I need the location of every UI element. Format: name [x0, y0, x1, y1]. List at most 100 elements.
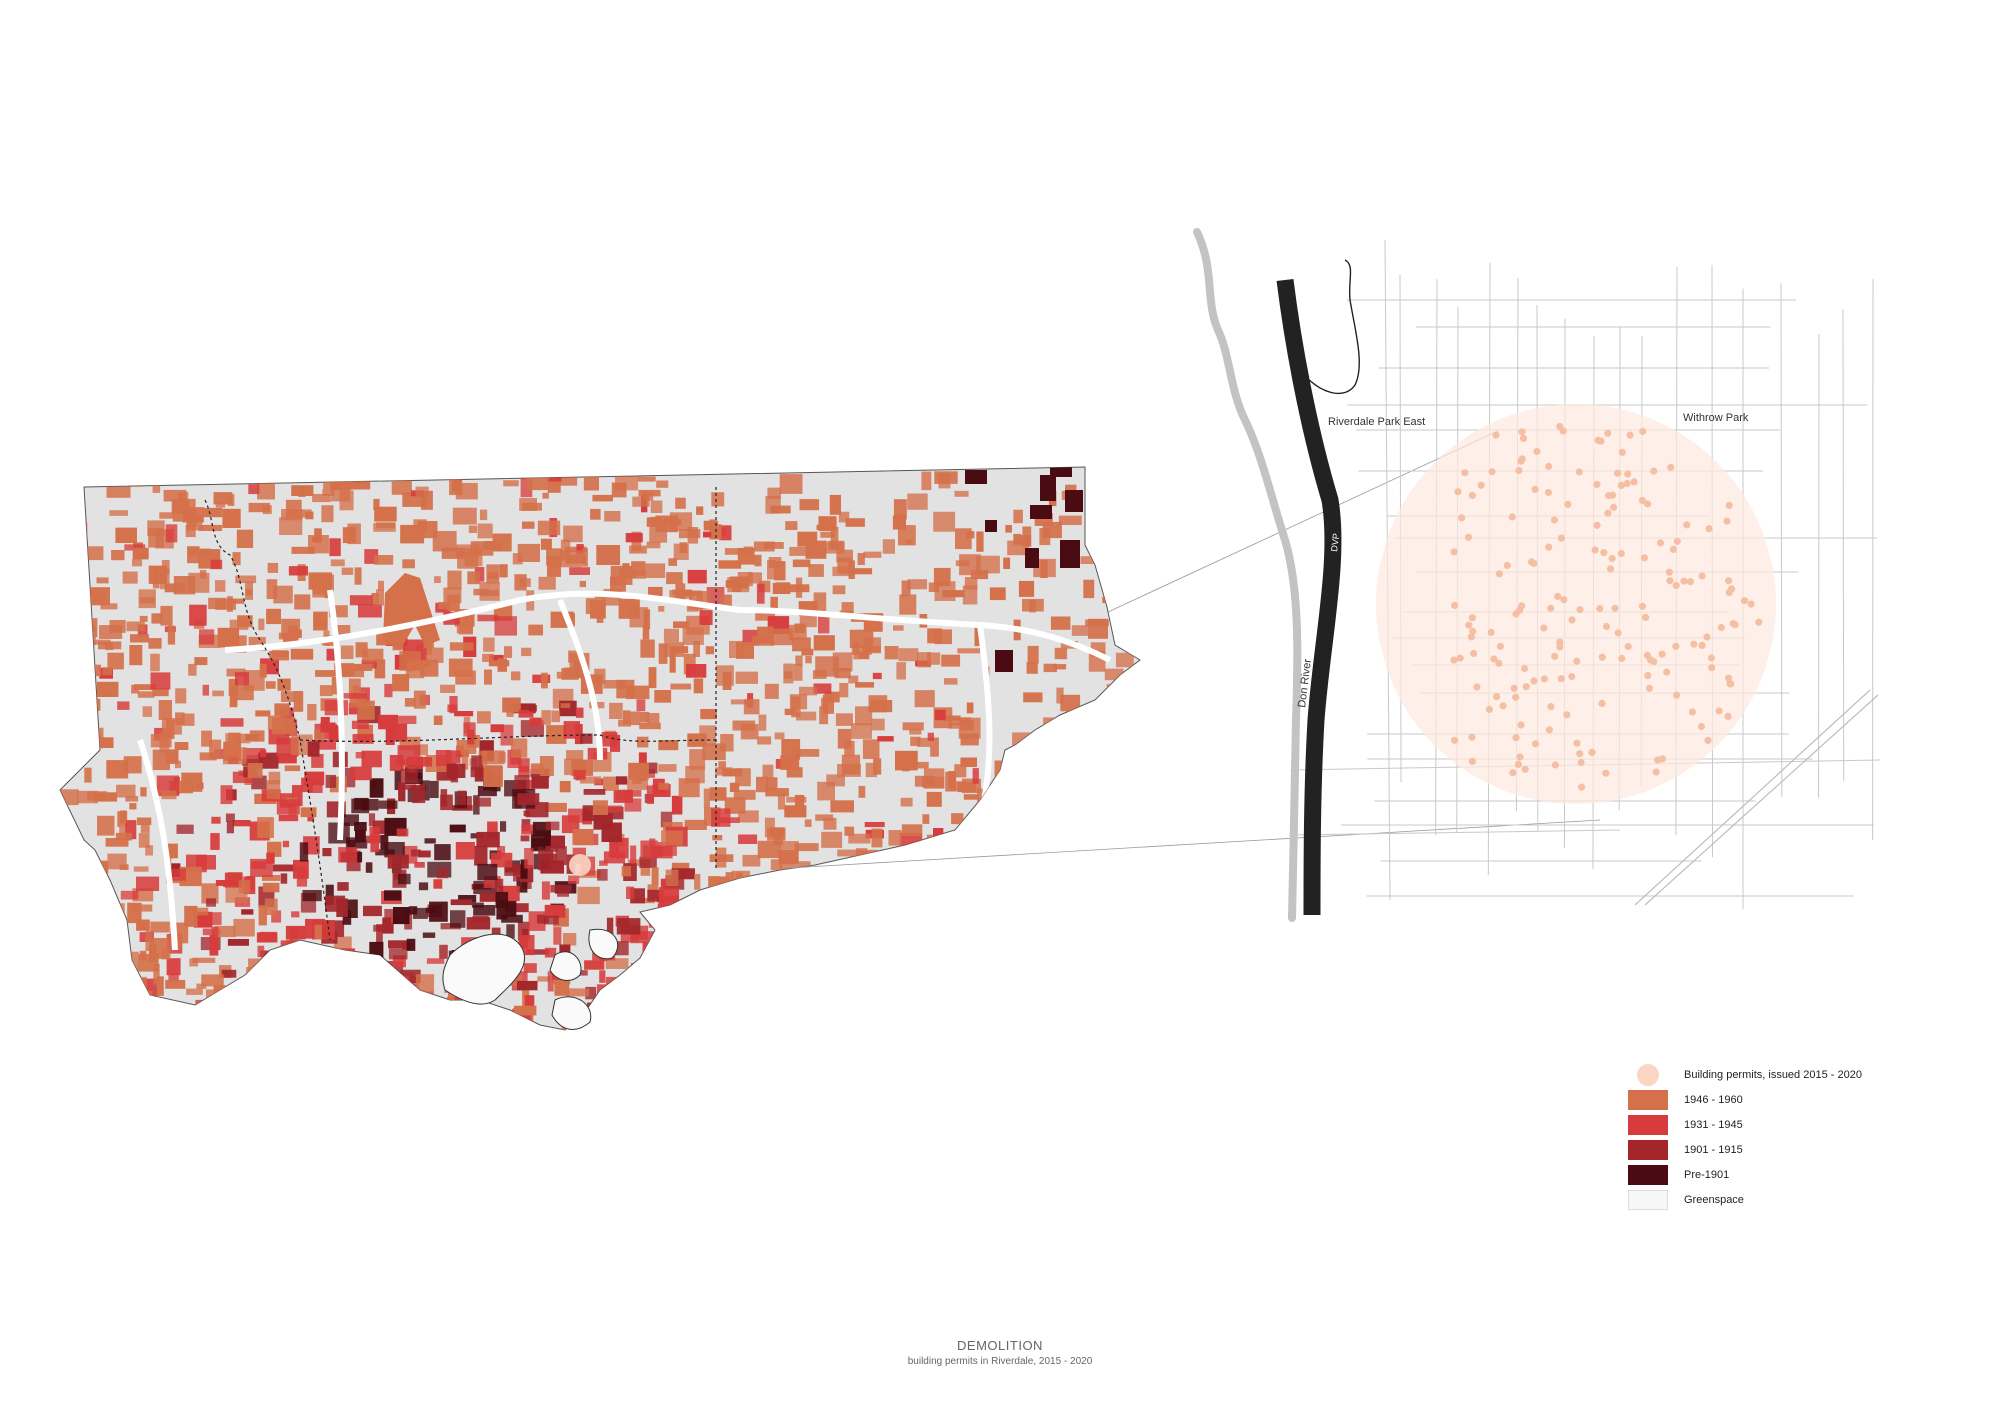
- parcel: [176, 824, 194, 834]
- parcel: [66, 1026, 84, 1030]
- parcel: [839, 999, 855, 1018]
- parcel: [725, 872, 734, 887]
- parcel: [499, 564, 508, 578]
- permit-dot: [1672, 581, 1680, 590]
- parcel: [1102, 596, 1112, 603]
- parcel: [844, 826, 855, 836]
- parcel: [521, 824, 536, 835]
- parcel: [563, 525, 583, 543]
- parcel: [438, 602, 450, 609]
- parcel: [234, 672, 249, 686]
- parcel: [791, 696, 801, 718]
- parcel: [274, 703, 290, 716]
- parcel: [96, 1003, 113, 1021]
- parcel: [565, 554, 586, 564]
- parcel: [95, 947, 117, 967]
- parcel: [1020, 535, 1032, 546]
- parcel: [1129, 703, 1140, 713]
- parcel: [851, 937, 862, 954]
- legend-swatch: [1628, 1114, 1668, 1135]
- parcel: [131, 684, 139, 694]
- parcel: [715, 767, 733, 776]
- parcel: [1053, 664, 1067, 670]
- parcel: [262, 875, 281, 881]
- parcel: [646, 785, 655, 804]
- parcel: [344, 767, 356, 788]
- parcel: [203, 1027, 225, 1030]
- parcel: [307, 741, 320, 757]
- parcel: [348, 702, 359, 715]
- permit-dot: [1547, 604, 1555, 613]
- parcel: [763, 542, 784, 549]
- parcel: [151, 613, 163, 624]
- parcel: [626, 685, 650, 700]
- parcel: [429, 901, 448, 922]
- parcel: [784, 708, 796, 716]
- parcel: [1003, 557, 1011, 569]
- parcel: [729, 782, 740, 792]
- permit-dot: [1606, 565, 1615, 573]
- permit-dot: [1564, 500, 1572, 508]
- permit-dot: [1593, 521, 1601, 529]
- parcel: [68, 591, 80, 598]
- parcel: [546, 725, 567, 744]
- permit-dot: [1640, 554, 1648, 562]
- permit-dot: [1568, 673, 1576, 681]
- parcel: [232, 820, 251, 827]
- parcel: [933, 567, 951, 587]
- parcel: [629, 607, 649, 628]
- parcel: [604, 985, 621, 1002]
- parcel: [902, 722, 924, 731]
- permit-dot: [1544, 488, 1552, 497]
- parcel: [563, 721, 580, 739]
- parcel: [424, 838, 436, 844]
- parcel: [794, 843, 819, 852]
- parcel: [98, 641, 122, 650]
- parcel: [637, 476, 656, 482]
- parcel: [257, 969, 281, 979]
- parcel: [585, 986, 597, 1000]
- parcel: [215, 502, 226, 508]
- parcel: [755, 1007, 776, 1018]
- parcel: [1065, 924, 1086, 930]
- permit-dot: [1518, 428, 1526, 436]
- parcel: [175, 688, 187, 704]
- parcel: [640, 711, 650, 723]
- parcel: [626, 790, 642, 797]
- parcel: [1013, 533, 1022, 545]
- parcel: [1055, 899, 1078, 911]
- parcel: [349, 595, 373, 606]
- parcel: [1005, 817, 1021, 832]
- parcel: [627, 779, 648, 790]
- parcel: [503, 480, 519, 487]
- parcel: [1104, 558, 1126, 580]
- parcel: [262, 882, 280, 893]
- parcel: [792, 559, 811, 568]
- parcel: [161, 718, 182, 735]
- parcel: [260, 950, 270, 958]
- parcel: [557, 891, 569, 897]
- permit-area: [1376, 404, 1776, 804]
- parcel: [1114, 503, 1122, 522]
- parcel: [756, 991, 777, 1007]
- parcel: [186, 514, 203, 531]
- permit-dot: [1485, 705, 1493, 714]
- parcel: [902, 995, 922, 1011]
- parcel: [797, 861, 811, 882]
- parcel: [309, 987, 325, 1005]
- parcel: [818, 612, 830, 634]
- parcel: [347, 839, 368, 849]
- parcel: [226, 990, 240, 1001]
- parcel: [505, 1026, 514, 1030]
- parcel: [132, 558, 143, 567]
- parcel: [826, 774, 845, 787]
- permit-dot: [1610, 503, 1618, 511]
- parcel: [781, 739, 801, 760]
- parcel: [62, 598, 69, 609]
- parcel: [271, 910, 282, 923]
- parcel: [227, 939, 249, 946]
- parcel: [473, 905, 496, 916]
- parcel: [756, 953, 774, 971]
- parcel: [1050, 616, 1071, 630]
- parcel: [189, 958, 199, 967]
